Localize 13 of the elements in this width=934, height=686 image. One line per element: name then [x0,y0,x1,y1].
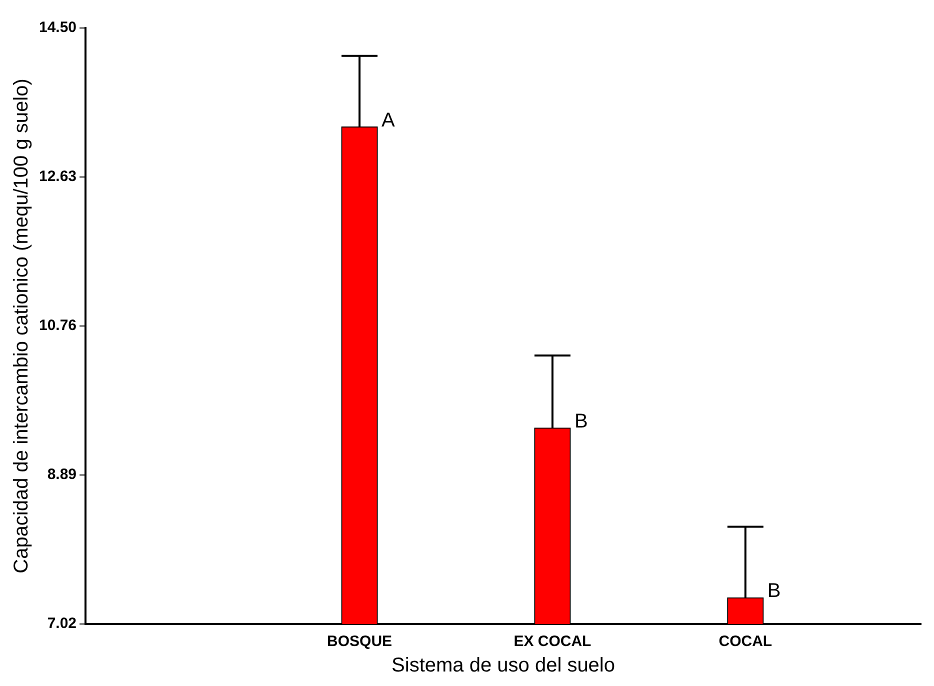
annotation: A [382,109,396,132]
y-tick-label: 14.50 [38,19,77,36]
y-tick-label: 12.63 [38,168,77,186]
x-tick-label: EX COCAL [514,633,592,650]
y-tick-label: 7.02 [47,615,77,632]
annotation: B [767,580,781,602]
x-axis-title: Sistema de uso del suelo [392,654,616,677]
y-axis-title: Capacidad de intercambio cationico (mequ/100 g suelo) [10,78,33,574]
y-tick-label: 8.89 [47,466,77,484]
x-tick-label: COCAL [718,633,772,650]
x-tick-label: BOSQUE [327,633,392,650]
annotation: B [574,410,588,433]
y-tick-label: 10.76 [38,317,77,334]
